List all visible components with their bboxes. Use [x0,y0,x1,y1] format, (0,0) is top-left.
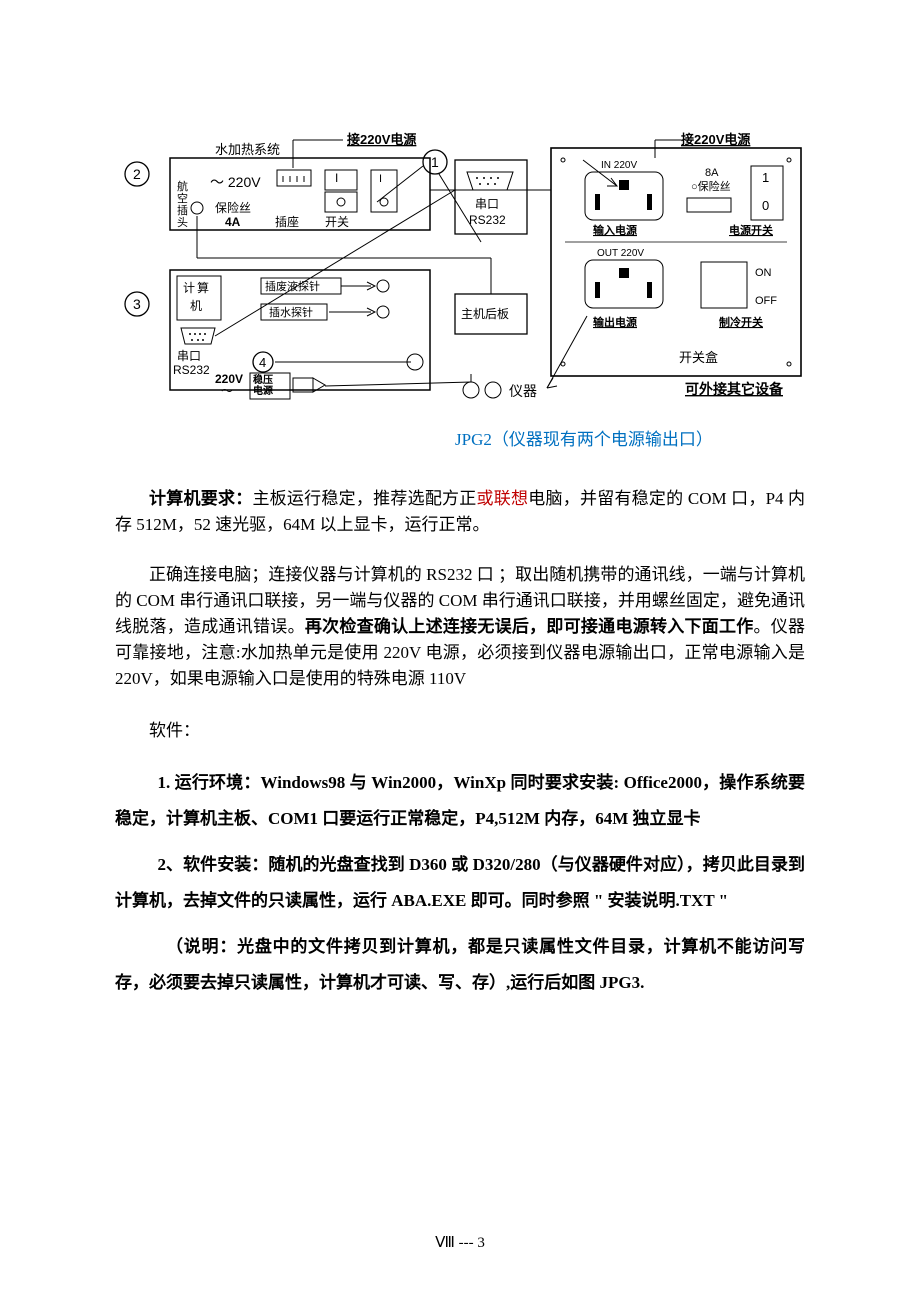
svg-text:ON: ON [755,267,772,279]
svg-text:IN 220V: IN 220V [601,160,637,171]
svg-text:头: 头 [177,216,188,229]
svg-text:输出电源: 输出电源 [593,315,637,329]
svg-text:OFF: OFF [755,295,777,307]
svg-text:空: 空 [177,191,188,205]
svg-text:电源开关: 电源开关 [729,223,773,237]
svg-text:算: 算 [197,280,209,295]
svg-text:1: 1 [762,170,769,185]
svg-text:I: I [335,171,338,185]
svg-text:插: 插 [177,203,188,217]
svg-text:～: ～ [221,384,233,398]
figure-caption: JPG2（仪器现有两个电源输出口） [455,425,805,450]
svg-text:I: I [379,173,382,185]
svg-text:串口: 串口 [177,349,201,363]
svg-text:插座: 插座 [275,214,299,229]
svg-text:○保险丝: ○保险丝 [691,179,731,193]
software-note: （说明：光盘中的文件拷贝到计算机，都是只读属性文件目录，计算机不能访问写存，必须… [115,929,805,1001]
svg-text:8A: 8A [705,167,719,179]
water-heat-label: 水加热系统 [215,142,280,157]
svg-text:制冷开关: 制冷开关 [719,315,763,329]
svg-text:主机后板: 主机后板 [461,307,509,321]
svg-text:OUT 220V: OUT 220V [597,248,644,259]
svg-text:4: 4 [259,355,266,370]
svg-text:串口: 串口 [475,197,499,211]
red-brand: 或联想 [477,489,529,508]
svg-text:RS232: RS232 [469,213,506,227]
computer-requirements: 计算机要求：主板运行稳定，推荐选配方正或联想电脑，并留有稳定的 COM 口，P4… [115,486,805,538]
svg-text:稳压: 稳压 [253,373,273,386]
v220: ～ 220V [210,174,261,190]
svg-text:插废液探针: 插废液探针 [265,279,320,293]
svg-text:机: 机 [190,299,202,313]
software-heading: 软件： [115,716,805,741]
software-item-2: 2、软件安装：随机的光盘查找到 D360 或 D320/280（与仪器硬件对应）… [115,847,805,919]
air-plug: 航 [177,179,188,193]
page-footer: Ⅷ --- 3 [0,1233,920,1252]
bold-warning: 再次检查确认上述连接无误后，即可接通电源转入下面工作 [305,617,754,636]
svg-text:接220V电源: 接220V电源 [681,132,750,147]
wiring-diagram: 水加热系统 ～ 220V 航 空 插 头 保险丝 4A I I 插座 开关 [115,130,805,415]
svg-text:开关: 开关 [325,215,349,229]
svg-text:输入电源: 输入电源 [593,223,637,237]
req-label: 计算机要求： [149,489,252,508]
svg-text:接220V电源: 接220V电源 [347,132,416,147]
software-item-1: 1. 运行环境：Windows98 与 Win2000，WinXp 同时要求安装… [115,765,805,837]
svg-text:可外接其它设备: 可外接其它设备 [685,381,784,397]
svg-text:插水探针: 插水探针 [269,305,313,319]
svg-text:RS232: RS232 [173,363,210,377]
svg-text:计: 计 [183,281,195,295]
svg-text:电源: 电源 [253,384,273,397]
svg-text:保险丝: 保险丝 [215,200,251,215]
svg-text:3: 3 [133,296,141,312]
svg-text:仪器: 仪器 [509,383,537,399]
svg-text:0: 0 [762,198,769,213]
connection-paragraph: 正确连接电脑；连接仪器与计算机的 RS232 口 ；取出随机携带的通讯线，一端与… [115,562,805,692]
svg-text:2: 2 [133,166,141,182]
svg-text:开关盒: 开关盒 [679,350,718,365]
svg-text:1: 1 [431,154,439,170]
svg-text:4A: 4A [225,215,241,229]
